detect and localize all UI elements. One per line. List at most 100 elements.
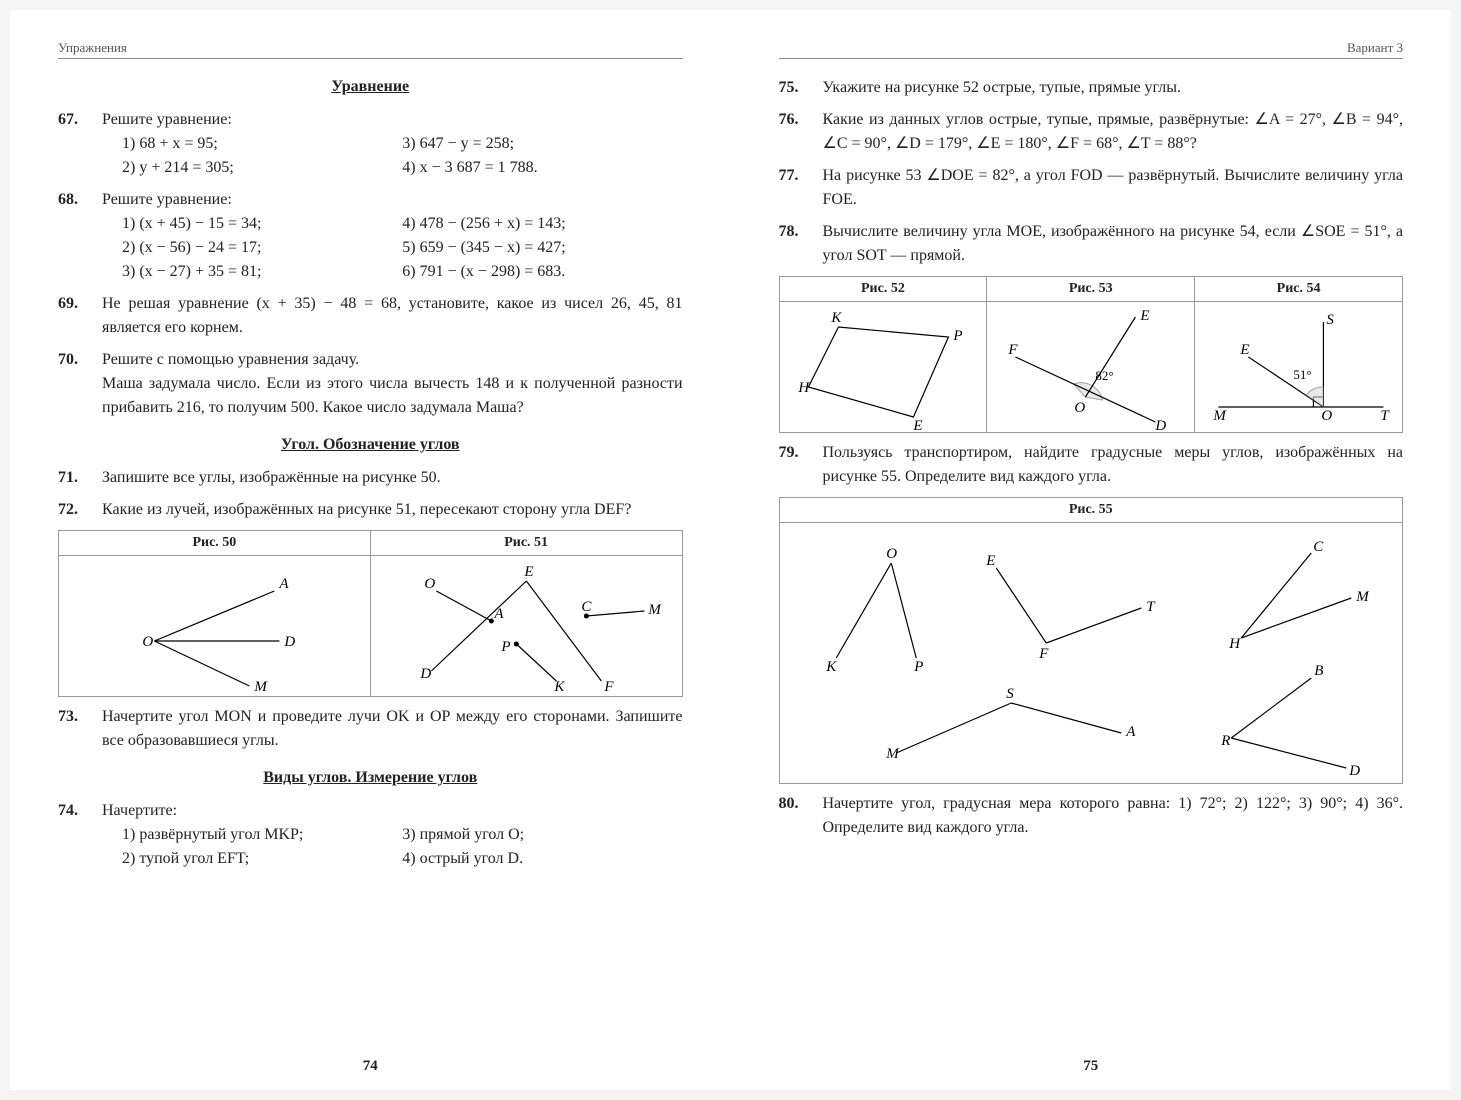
exercise-68: 68. Решите уравнение: 1) (x + 45) − 15 =… [58,188,683,284]
svg-text:P: P [913,659,923,675]
figure-table-55: Рис. 55 O K P E F T [779,497,1404,784]
svg-text:O: O [1322,408,1333,424]
svg-text:E: E [1240,342,1250,358]
book-spread: Упражнения Уравнение 67. Решите уравнени… [10,10,1451,1090]
svg-text:A: A [278,576,289,592]
section-angle-notation: Угол. Обозначение углов [58,436,683,454]
eq: 3) 647 − y = 258; [402,132,682,156]
figure-54: S E M O T 51° [1195,302,1402,432]
ex-text: Не решая уравнение (x + 35) − 48 = 68, у… [102,292,683,340]
page-number: 74 [10,1058,731,1075]
eq: 1) 68 + x = 95; [122,132,402,156]
exercise-78: 78. Вычислите величину угла MOE, изображ… [779,220,1404,268]
ex-num: 70. [58,348,102,420]
svg-text:B: B [1314,663,1323,679]
figure-55: O K P E F T H C M [780,523,1403,783]
svg-text:F: F [1038,646,1049,662]
svg-text:H: H [797,380,810,396]
ex-num: 76. [779,108,823,156]
figure-table-52-54: Рис. 52 H K P E Рис. 53 [779,276,1404,433]
eq: 6) 791 − (x − 298) = 683. [402,260,682,284]
svg-text:P: P [952,328,962,344]
ex-num: 77. [779,164,823,212]
ex-num: 73. [58,705,102,753]
svg-text:D: D [419,666,431,682]
exercise-69: 69. Не решая уравнение (x + 35) − 48 = 6… [58,292,683,340]
ex-text: Какие из данных углов острые, тупые, пря… [823,108,1404,156]
eq: 3) прямой угол O; [402,823,682,847]
ex-num: 71. [58,466,102,490]
ex-num: 79. [779,441,823,489]
exercise-76: 76. Какие из данных углов острые, тупые,… [779,108,1404,156]
svg-text:E: E [1140,308,1150,324]
eq: 1) развёрнутый угол MKP; [122,823,402,847]
ex-num: 75. [779,76,823,100]
page-number: 75 [731,1058,1452,1075]
fig-caption: Рис. 52 [780,277,987,302]
svg-text:K: K [553,679,565,695]
ex-text: Пользуясь транспортиром, найдите градусн… [823,441,1404,489]
svg-text:C: C [1313,539,1324,555]
header-left: Упражнения [58,40,683,62]
eq: 1) (x + 45) − 15 = 34; [122,212,402,236]
svg-text:M: M [647,602,662,618]
svg-text:K: K [830,310,842,326]
eq: 4) x − 3 687 = 1 788. [402,156,682,180]
ex-num: 69. [58,292,102,340]
eq: 4) 478 − (256 + x) = 143; [402,212,682,236]
svg-text:51°: 51° [1294,367,1312,382]
exercise-71: 71. Запишите все углы, изображённые на р… [58,466,683,490]
ex-text: Начертите угол, градусная мера которого … [823,792,1404,840]
exercise-80: 80. Начертите угол, градусная мера котор… [779,792,1404,840]
svg-text:M: M [1213,408,1228,424]
exercise-73: 73. Начертите угол MON и проведите лучи … [58,705,683,753]
ex-num: 74. [58,799,102,871]
svg-text:O: O [1075,400,1086,416]
exercise-75: 75. Укажите на рисунке 52 острые, тупые,… [779,76,1404,100]
svg-text:M: M [1355,589,1370,605]
svg-text:C: C [581,599,592,615]
fig-caption: Рис. 53 [987,277,1194,302]
svg-text:O: O [142,634,153,650]
section-angle-types: Виды углов. Измерение углов [58,769,683,787]
eq: 5) 659 − (345 − x) = 427; [402,236,682,260]
figure-50: O A D M [59,556,370,696]
svg-text:A: A [1125,724,1136,740]
fig-caption: Рис. 54 [1195,277,1402,302]
fig-caption: Рис. 55 [780,498,1403,523]
eq: 4) острый угол D. [402,847,682,871]
exercise-74: 74. Начертите: 1) развёрнутый угол MKP; … [58,799,683,871]
figure-52: H K P E [780,302,987,432]
svg-text:E: E [985,553,995,569]
svg-text:F: F [1008,342,1019,358]
ex-num: 72. [58,498,102,522]
svg-text:R: R [1220,733,1230,749]
eq: 2) y + 214 = 305; [122,156,402,180]
exercise-67: 67. Решите уравнение: 1) 68 + x = 95; 3)… [58,108,683,180]
exercise-72: 72. Какие из лучей, изображённых на рису… [58,498,683,522]
svg-text:A: A [493,606,504,622]
section-equation: Уравнение [58,78,683,96]
ex-text: Начертите угол MON и проведите лучи OK и… [102,705,683,753]
svg-text:S: S [1006,686,1014,702]
svg-text:S: S [1327,312,1335,328]
figure-table-50-51: Рис. 50 O A D M Рис. 51 [58,530,683,697]
svg-text:E: E [912,418,922,432]
figure-53: F E O D 82° [987,302,1194,432]
svg-text:M: M [885,746,900,762]
exercise-70: 70. Решите с помощью уравнения задачу. М… [58,348,683,420]
ex-text: Решите уравнение: [102,188,683,212]
svg-text:D: D [283,634,295,650]
fig-caption: Рис. 51 [371,531,682,556]
exercise-79: 79. Пользуясь транспортиром, найдите гра… [779,441,1404,489]
ex-text: Решите с помощью уравнения задачу. Маша … [102,348,683,420]
fig-caption: Рис. 50 [59,531,370,556]
ex-text: Какие из лучей, изображённых на рисунке … [102,498,683,522]
ex-text: Начертите: [102,799,683,823]
ex-num: 67. [58,108,102,180]
svg-text:K: K [825,659,837,675]
svg-text:H: H [1228,636,1241,652]
svg-text:O: O [424,576,435,592]
ex-text: Запишите все углы, изображённые на рисун… [102,466,683,490]
svg-text:E: E [523,564,533,580]
